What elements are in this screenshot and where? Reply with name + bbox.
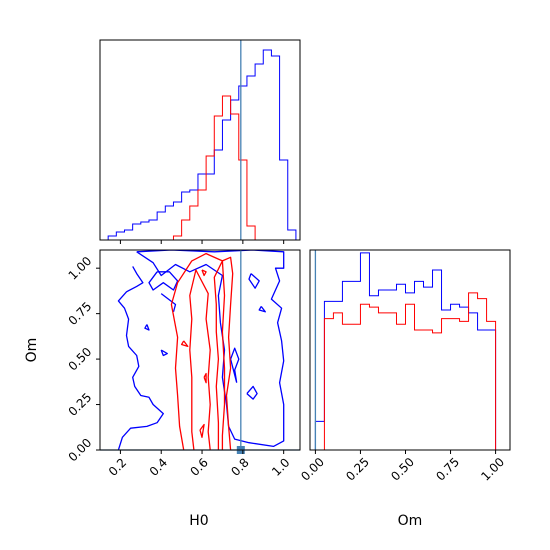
om-histogram-frame (309, 249, 511, 451)
h0-histogram-panel (99, 39, 301, 244)
contour-series-1-level-5 (248, 273, 260, 289)
contour-x-tick-label: 0.2 (106, 455, 129, 478)
contour-series-1-level-1 (136, 250, 285, 448)
h0-histogram-series-1 (100, 49, 297, 241)
om-histogram-x-tick-label: 0.75 (433, 455, 462, 484)
contour-series-2-level-6 (180, 340, 189, 348)
contour-series-2-level-7 (201, 269, 207, 277)
contour-series-2-level-4 (199, 423, 205, 438)
om-histogram-series-1 (314, 252, 505, 451)
contour-series-1-level-4 (160, 293, 177, 312)
h0-histogram-series-2 (100, 95, 296, 241)
contour-y-tick-label: 0.75 (66, 299, 95, 328)
contour-series-1-level-3 (148, 271, 179, 291)
h0-om-contour-panel: 0.2 0.4 0.6 0.8 1.0 0.00 0.25 0.50 0.75 1.00 (66, 249, 301, 479)
om-histogram-x-tick-label: 0.25 (343, 455, 372, 484)
contour-series-1-level-10 (160, 349, 168, 357)
om-histogram-x-tick-label: 0.50 (388, 455, 417, 484)
om-histogram-series-2 (315, 292, 505, 451)
om-histogram-panel: 0.00 0.25 0.50 0.75 1.00 (298, 249, 511, 484)
contour-x-tick-label: 0.4 (147, 455, 170, 478)
contour-y-tick-label: 1.00 (66, 254, 95, 283)
h0-histogram-frame (99, 39, 301, 241)
contour-series-1-level-2 (117, 266, 164, 450)
contour-series-2-level-3 (213, 260, 226, 450)
y-axis-label-om: Om (24, 338, 40, 363)
contour-x-tick-label: 1.0 (269, 455, 292, 478)
contour-series-1-level-9 (144, 324, 150, 331)
contour-y-tick-label: 0.00 (66, 436, 95, 465)
contour-series-2-level-2 (189, 269, 211, 450)
contour-lines (117, 250, 285, 450)
contour-series-2-level-1 (170, 252, 234, 450)
contour-x-tick-label: 0.6 (188, 455, 211, 478)
om-histogram-x-tick-label: 1.00 (478, 455, 507, 484)
contour-series-1-level-6 (258, 306, 266, 313)
contour-x-tick-label: 0.8 (228, 455, 251, 478)
contour-y-tick-label: 0.50 (66, 345, 95, 374)
om-histogram-x-tick-label: 0.00 (298, 455, 327, 484)
contour-series-1-level-7 (229, 347, 240, 383)
contour-frame (99, 249, 301, 451)
contour-y-tick-label: 0.25 (66, 390, 95, 419)
contour-series-1-level-8 (246, 385, 258, 400)
x-axis-label-om: Om (398, 513, 423, 529)
x-axis-label-h0: H0 (189, 513, 208, 529)
contour-series-2-level-5 (203, 372, 207, 384)
